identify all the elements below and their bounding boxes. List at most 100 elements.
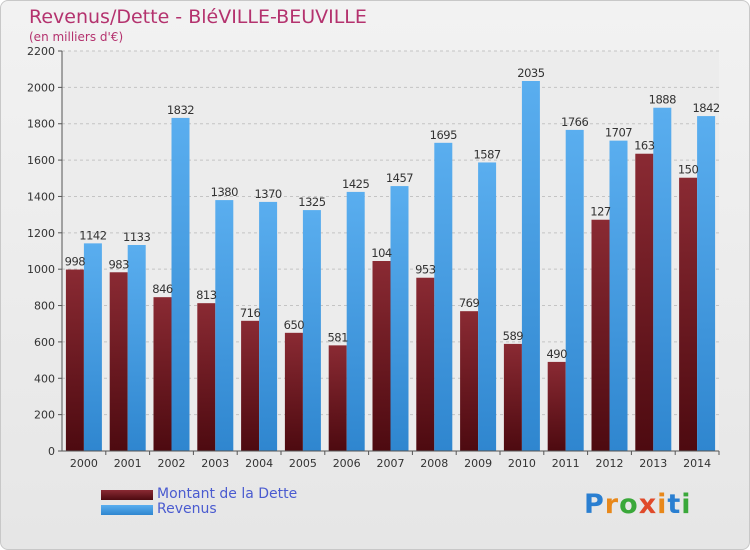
revenus-bar bbox=[346, 191, 365, 451]
x-tick-label: 2014 bbox=[683, 457, 711, 470]
revenus-bar bbox=[215, 200, 234, 451]
y-tick-label: 600 bbox=[34, 336, 55, 349]
y-tick-label: 1600 bbox=[27, 154, 55, 167]
revenus-bar bbox=[478, 162, 497, 452]
revenus-bar bbox=[434, 142, 453, 451]
logo-letter: t bbox=[667, 489, 682, 520]
y-tick-label: 2200 bbox=[27, 45, 55, 58]
x-tick-label: 2002 bbox=[158, 457, 186, 470]
revenus-data-label: 1133 bbox=[123, 230, 150, 244]
debt-bar bbox=[109, 272, 128, 451]
revenus-bar bbox=[697, 116, 716, 451]
debt-data-label: 589 bbox=[503, 329, 524, 343]
debt-bar bbox=[460, 311, 479, 451]
debt-bar bbox=[197, 303, 216, 451]
revenus-bar bbox=[653, 107, 672, 452]
y-tick-label: 1200 bbox=[27, 227, 55, 240]
debt-data-label: 163 bbox=[634, 139, 655, 153]
x-tick-label: 2013 bbox=[639, 457, 667, 470]
logo-letter: i bbox=[657, 489, 668, 520]
legend-label-debt: Montant de la Dette bbox=[157, 486, 298, 502]
revenus-bar bbox=[609, 140, 628, 452]
revenus-bar bbox=[521, 81, 540, 451]
logo-letter: P bbox=[584, 489, 605, 520]
debt-bar bbox=[284, 332, 303, 451]
x-tick-label: 2000 bbox=[70, 457, 98, 470]
debt-data-label: 127 bbox=[590, 205, 611, 219]
revenus-data-label: 1766 bbox=[561, 115, 588, 129]
debt-bar bbox=[679, 177, 698, 451]
revenus-data-label: 1370 bbox=[254, 187, 281, 201]
revenus-data-label: 1325 bbox=[298, 195, 325, 209]
chart-subtitle: (en milliers d'€) bbox=[29, 30, 124, 44]
revenus-bar bbox=[390, 186, 409, 451]
debt-data-label: 953 bbox=[415, 263, 436, 277]
debt-bar bbox=[635, 153, 654, 451]
debt-data-label: 846 bbox=[152, 282, 173, 296]
revenus-data-label: 1380 bbox=[211, 185, 238, 199]
debt-bar bbox=[65, 269, 84, 451]
legend-label-revenus: Revenus bbox=[157, 501, 217, 517]
revenus-data-label: 1142 bbox=[79, 228, 106, 242]
revenus-data-label: 1832 bbox=[167, 103, 194, 117]
logo-letter: o bbox=[619, 489, 639, 520]
y-tick-label: 1800 bbox=[27, 118, 55, 131]
debt-data-label: 150 bbox=[678, 163, 699, 177]
x-tick-label: 2004 bbox=[245, 457, 273, 470]
x-tick-label: 2003 bbox=[201, 457, 229, 470]
revenus-data-label: 2035 bbox=[517, 66, 544, 80]
chart-title: Revenus/Dette - BléVILLE-BEUVILLE bbox=[29, 6, 367, 28]
y-tick-label: 800 bbox=[34, 300, 55, 313]
debt-data-label: 104 bbox=[371, 246, 392, 260]
y-tick-label: 1000 bbox=[27, 263, 55, 276]
revenus-data-label: 1888 bbox=[649, 93, 676, 107]
logo-letter: i bbox=[681, 489, 692, 520]
revenus-bar bbox=[127, 245, 146, 451]
x-tick-label: 2012 bbox=[596, 457, 624, 470]
revenus-bar bbox=[171, 117, 190, 451]
revenus-data-label: 1457 bbox=[386, 171, 413, 185]
debt-bar bbox=[547, 361, 566, 451]
debt-data-label: 769 bbox=[459, 296, 480, 310]
debt-bar bbox=[503, 343, 522, 451]
debt-data-label: 983 bbox=[108, 257, 129, 271]
debt-data-label: 650 bbox=[284, 318, 305, 332]
proxiti-logo: Proxiti bbox=[584, 489, 692, 520]
revenus-data-label: 1425 bbox=[342, 177, 369, 191]
revenus-data-label: 1707 bbox=[605, 126, 632, 140]
x-tick-label: 2008 bbox=[420, 457, 448, 470]
logo-letter: x bbox=[638, 489, 658, 520]
debt-bar bbox=[591, 219, 610, 451]
legend-swatch-revenus bbox=[101, 505, 153, 515]
x-tick-label: 2007 bbox=[377, 457, 405, 470]
x-tick-label: 2009 bbox=[464, 457, 492, 470]
revenus-data-label: 1695 bbox=[430, 128, 457, 142]
debt-data-label: 490 bbox=[546, 347, 567, 361]
y-tick-label: 2000 bbox=[27, 81, 55, 94]
legend-swatch-debt bbox=[101, 490, 153, 500]
debt-data-label: 581 bbox=[327, 330, 348, 344]
y-tick-label: 200 bbox=[34, 409, 55, 422]
debt-bar bbox=[328, 345, 347, 451]
revenus-bar bbox=[302, 210, 321, 451]
debt-data-label: 998 bbox=[65, 255, 86, 269]
revenus-bar bbox=[83, 243, 102, 451]
revenus-data-label: 1842 bbox=[692, 101, 719, 115]
debt-data-label: 716 bbox=[240, 306, 261, 320]
x-tick-label: 2011 bbox=[552, 457, 580, 470]
revenus-data-label: 1587 bbox=[473, 147, 500, 161]
x-tick-label: 2006 bbox=[333, 457, 361, 470]
x-tick-label: 2010 bbox=[508, 457, 536, 470]
debt-bar bbox=[153, 297, 172, 451]
debt-bar bbox=[416, 277, 435, 451]
debt-data-label: 813 bbox=[196, 288, 217, 302]
x-tick-label: 2005 bbox=[289, 457, 317, 470]
x-tick-label: 2001 bbox=[114, 457, 142, 470]
logo-letter: r bbox=[604, 489, 620, 520]
y-tick-label: 400 bbox=[34, 372, 55, 385]
debt-bar bbox=[241, 320, 260, 451]
y-tick-label: 0 bbox=[48, 445, 55, 458]
debt-bar bbox=[372, 261, 391, 451]
